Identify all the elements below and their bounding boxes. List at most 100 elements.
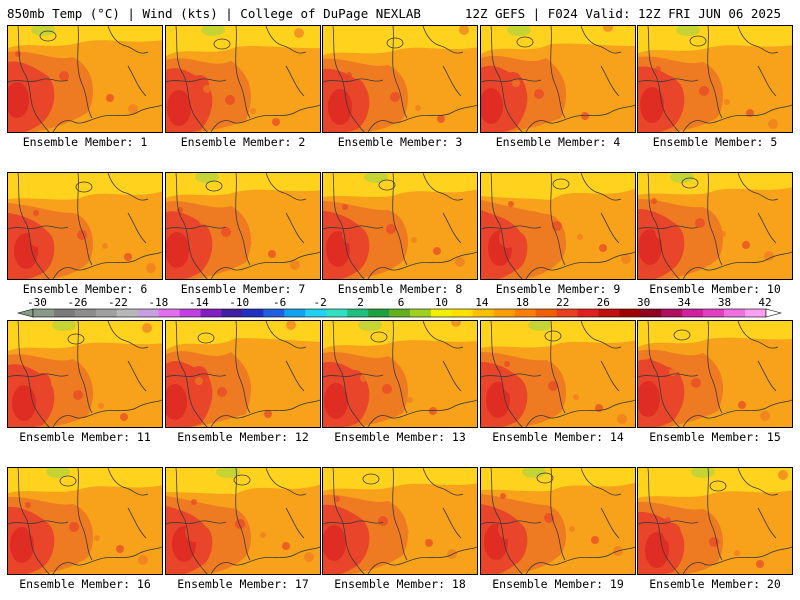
colorbar-tick-label: 26 bbox=[596, 296, 610, 309]
ensemble-member-17-map bbox=[165, 467, 321, 575]
temperature-field bbox=[638, 26, 792, 132]
colorbar: -30 -26 -22 -18 -14 -10 -6 -2 2 6 10 14 18 22 26 30 34 38… bbox=[0, 296, 800, 322]
colorbar-swatch bbox=[472, 309, 495, 317]
temperature-field bbox=[638, 468, 792, 574]
colorbar-swatch bbox=[116, 309, 139, 317]
chart-title: 850mb Temp (°C) | Wind (kts) | College o… bbox=[7, 6, 421, 21]
colorbar-swatch bbox=[619, 309, 641, 317]
ensemble-member-14-map bbox=[480, 320, 636, 428]
temperature-field bbox=[8, 468, 162, 574]
ensemble-member-6-label: Ensemble Member: 6 bbox=[22, 282, 148, 296]
temperature-field bbox=[481, 468, 635, 574]
colorbar-tick-label: -6 bbox=[273, 296, 287, 309]
ensemble-member-12-map bbox=[165, 320, 321, 428]
colorbar-tick-label: 2 bbox=[357, 296, 364, 309]
temperature-field bbox=[638, 321, 792, 427]
temperature-field bbox=[8, 321, 162, 427]
ensemble-member-20-label: Ensemble Member: 20 bbox=[649, 577, 781, 591]
colorbar-tick-label: 18 bbox=[515, 296, 529, 309]
ensemble-member-11-map bbox=[7, 320, 163, 428]
colorbar-swatch bbox=[326, 309, 348, 317]
temperature-field bbox=[8, 173, 162, 279]
colorbar-swatch bbox=[33, 309, 55, 317]
colorbar-tick-label: 10 bbox=[434, 296, 449, 309]
colorbar-swatch bbox=[284, 309, 306, 317]
ensemble-member-10-map bbox=[637, 172, 793, 280]
colorbar-swatch bbox=[556, 309, 578, 317]
ensemble-member-16-map bbox=[7, 467, 163, 575]
ensemble-member-18-map bbox=[322, 467, 478, 575]
ensemble-member-13-label: Ensemble Member: 13 bbox=[334, 430, 466, 444]
colorbar-swatch bbox=[389, 309, 411, 317]
colorbar-swatch bbox=[598, 309, 620, 317]
temperature-field bbox=[323, 321, 477, 427]
temperature-field bbox=[481, 173, 635, 279]
colorbar-swatch bbox=[745, 309, 767, 317]
ensemble-member-15-map bbox=[637, 320, 793, 428]
temperature-field bbox=[8, 26, 162, 132]
colorbar-tick-label: -18 bbox=[148, 296, 169, 309]
ensemble-member-3-label: Ensemble Member: 3 bbox=[337, 135, 463, 149]
colorbar-swatch bbox=[242, 309, 264, 317]
colorbar-swatch bbox=[535, 309, 557, 317]
temperature-field bbox=[166, 468, 320, 574]
temperature-field bbox=[323, 173, 477, 279]
temperature-field bbox=[323, 468, 477, 574]
ensemble-member-18-label: Ensemble Member: 18 bbox=[334, 577, 466, 591]
ensemble-member-5-label: Ensemble Member: 5 bbox=[652, 135, 778, 149]
colorbar-swatch bbox=[53, 309, 76, 317]
ensemble-member-7-map bbox=[165, 172, 321, 280]
ensemble-member-19-map bbox=[480, 467, 636, 575]
colorbar-swatch bbox=[430, 309, 453, 317]
temperature-field bbox=[166, 321, 320, 427]
ensemble-member-19-label: Ensemble Member: 19 bbox=[492, 577, 624, 591]
run-valid-time: 12Z GEFS | F024 Valid: 12Z FRI JUN 06 20… bbox=[464, 6, 781, 21]
ensemble-member-10-label: Ensemble Member: 10 bbox=[649, 282, 781, 296]
ensemble-member-1-label: Ensemble Member: 1 bbox=[22, 135, 148, 149]
colorbar-tick-label: 42 bbox=[758, 296, 772, 309]
colorbar-tick-label: -26 bbox=[67, 296, 88, 309]
ensemble-member-3-map bbox=[322, 25, 478, 133]
ensemble-member-2-label: Ensemble Member: 2 bbox=[180, 135, 306, 149]
ensemble-member-2-map bbox=[165, 25, 321, 133]
colorbar-swatch bbox=[640, 309, 662, 317]
colorbar-swatch bbox=[493, 309, 515, 317]
colorbar-tick-label: -30 bbox=[27, 296, 47, 309]
ensemble-member-17-label: Ensemble Member: 17 bbox=[177, 577, 309, 591]
ensemble-member-8-map bbox=[322, 172, 478, 280]
colorbar-tick-label: 30 bbox=[637, 296, 651, 309]
colorbar-tick-label: 22 bbox=[556, 296, 570, 309]
temperature-field bbox=[166, 26, 320, 132]
ensemble-member-12-label: Ensemble Member: 12 bbox=[177, 430, 309, 444]
colorbar-swatch bbox=[682, 309, 704, 317]
ensemble-member-4-label: Ensemble Member: 4 bbox=[495, 135, 621, 149]
temperature-field bbox=[638, 173, 792, 279]
colorbar-swatch bbox=[200, 309, 222, 317]
ensemble-member-20-map bbox=[637, 467, 793, 575]
ensemble-member-7-label: Ensemble Member: 7 bbox=[180, 282, 306, 296]
temperature-field bbox=[481, 321, 635, 427]
colorbar-tick-label: 6 bbox=[397, 296, 405, 309]
colorbar-swatch bbox=[263, 309, 285, 317]
ensemble-member-9-label: Ensemble Member: 9 bbox=[495, 282, 621, 296]
colorbar-tick-label: 14 bbox=[475, 296, 489, 309]
colorbar-swatch bbox=[451, 309, 474, 317]
colorbar-swatch bbox=[661, 309, 683, 317]
ensemble-member-16-label: Ensemble Member: 16 bbox=[19, 577, 151, 591]
colorbar-swatch bbox=[724, 309, 746, 317]
colorbar-tick-label: -10 bbox=[229, 296, 250, 309]
temperature-field bbox=[323, 26, 477, 132]
colorbar-swatch bbox=[221, 309, 243, 317]
colorbar-swatch bbox=[305, 309, 327, 317]
colorbar-swatch bbox=[347, 309, 369, 317]
colorbar-swatch bbox=[179, 309, 201, 317]
ensemble-member-8-label: Ensemble Member: 8 bbox=[337, 282, 463, 296]
colorbar-swatch bbox=[577, 309, 599, 317]
colorbar-swatch bbox=[95, 309, 118, 317]
ensemble-member-5-map bbox=[637, 25, 793, 133]
colorbar-swatch bbox=[74, 309, 97, 317]
ensemble-member-6-map bbox=[7, 172, 163, 280]
colorbar-swatch bbox=[409, 309, 432, 317]
colorbar-swatch bbox=[703, 309, 725, 317]
colorbar-tick-label: -2 bbox=[313, 296, 327, 309]
